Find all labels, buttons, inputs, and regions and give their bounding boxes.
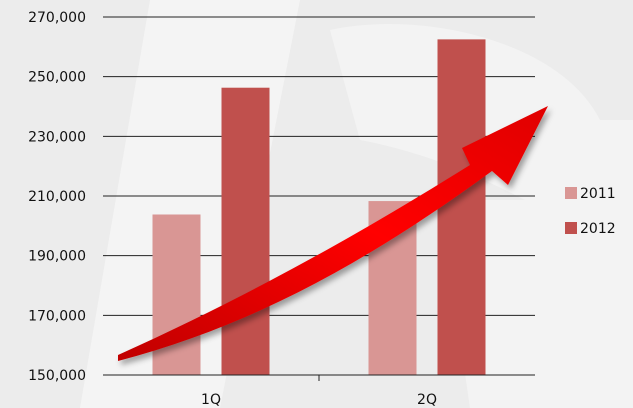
bar-2012-2Q xyxy=(437,39,486,375)
legend-swatch xyxy=(565,222,577,234)
bar-2011-1Q xyxy=(152,214,201,375)
y-tick-label: 190,000 xyxy=(28,249,86,265)
y-tick-label: 150,000 xyxy=(28,368,86,384)
y-tick-label: 210,000 xyxy=(28,189,86,205)
x-tick-label: 2Q xyxy=(417,392,437,408)
axes: 150,000 170,000 190,000 210,000 230,000 250,0… xyxy=(28,10,535,408)
y-tick-label: 230,000 xyxy=(28,129,86,145)
legend-label: 2011 xyxy=(580,186,616,202)
y-tick-label: 170,000 xyxy=(28,308,86,324)
bar-2012-1Q xyxy=(221,87,270,375)
legend-swatch xyxy=(565,187,577,199)
legend: 2011 2012 xyxy=(565,186,616,237)
trend-arrow xyxy=(118,106,548,361)
y-tick-label: 250,000 xyxy=(28,70,86,86)
legend-label: 2012 xyxy=(580,221,616,237)
trend-arrow-icon xyxy=(118,106,548,361)
x-tick-label: 1Q xyxy=(201,392,221,408)
y-tick-label: 270,000 xyxy=(28,10,86,26)
